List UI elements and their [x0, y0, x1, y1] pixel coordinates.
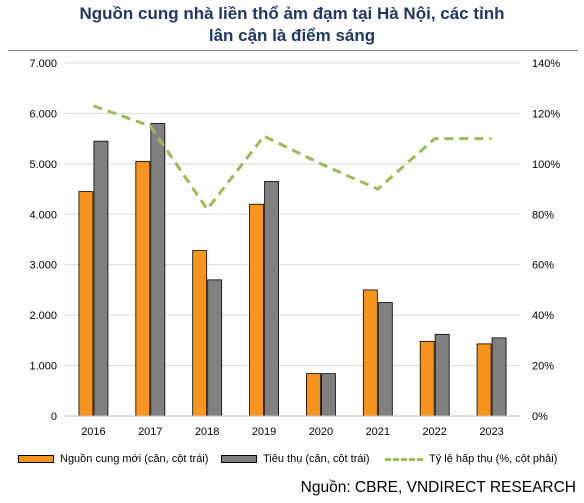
left-axis-tick-label: 1.000	[29, 361, 57, 373]
title-divider	[8, 50, 578, 51]
right-axis-tick-label: 0%	[532, 411, 548, 423]
bar-sales	[264, 181, 279, 417]
x-axis-tick-label: 2017	[138, 426, 162, 438]
bar-sales	[207, 279, 223, 417]
bar-supply	[78, 191, 94, 417]
x-axis-tick-label: 2022	[422, 426, 446, 438]
line-absorption-rate	[92, 104, 492, 212]
legend-swatch-supply	[18, 455, 54, 463]
legend-item-supply: Nguồn cung mới (căn, cột trái)	[18, 453, 208, 465]
x-axis-tick-label: 2016	[81, 426, 105, 438]
right-axis-tick-label: 20%	[532, 361, 554, 373]
bar-supply	[476, 343, 492, 417]
x-axis-tick-label: 2018	[195, 426, 219, 438]
left-axis-tick-label: 4.000	[29, 209, 57, 221]
left-axis-tick-label: 2.000	[29, 310, 57, 322]
legend-item-sales: Tiêu thụ (căn, cột trái)	[221, 453, 370, 465]
right-axis-tick-label: 80%	[532, 209, 554, 221]
bar-supply	[135, 160, 151, 417]
bar-supply	[362, 289, 378, 417]
right-axis-tick-label: 140%	[532, 58, 560, 70]
left-axis-tick-label: 6.000	[29, 108, 57, 120]
bar-supply	[419, 340, 435, 417]
bar-supply	[306, 373, 321, 417]
legend-label-supply: Nguồn cung mới (căn, cột trái)	[60, 453, 209, 465]
legend-swatch-absorption	[385, 457, 423, 461]
legend-item-absorption: Tỷ lệ hấp thụ (%, cột phải)	[385, 453, 557, 465]
legend-label-sales: Tiêu thụ (căn, cột trái)	[263, 453, 370, 465]
legend-label-absorption: Tỷ lệ hấp thụ (%, cột phải)	[429, 453, 558, 465]
bar-sales	[491, 337, 507, 417]
right-axis-tick-label: 60%	[532, 260, 554, 272]
chart-title-line-2: lân cận là điểm sáng	[208, 26, 376, 45]
left-axis-tick-label: 5.000	[29, 159, 57, 171]
right-axis-tick-label: 100%	[532, 159, 560, 171]
legend-swatch-sales	[221, 455, 257, 463]
x-axis-tick-label: 2023	[479, 426, 503, 438]
x-axis-tick-label: 2021	[366, 426, 390, 438]
left-axis-tick-label: 0	[51, 411, 57, 423]
source-note: Nguồn: CBRE, VNDIRECT RESEARCH	[300, 479, 576, 496]
left-axis-tick-label: 7.000	[29, 58, 57, 70]
right-axis-tick-label: 40%	[532, 310, 554, 322]
bar-sales	[321, 373, 336, 417]
chart-title-line-1: Nguồn cung nhà liền thổ ảm đạm tại Hà Nộ…	[79, 4, 505, 23]
bar-supply	[249, 203, 264, 417]
bar-sales	[93, 140, 109, 417]
bar-sales	[150, 123, 166, 417]
bar-sales	[434, 333, 450, 417]
bar-supply	[192, 250, 208, 417]
bar-sales	[377, 302, 393, 417]
right-axis-tick-label: 120%	[532, 108, 560, 120]
x-axis-tick-label: 2019	[252, 426, 276, 438]
chart-legend: Nguồn cung mới (căn, cột trái) Tiêu thụ …	[0, 453, 584, 473]
left-axis-tick-label: 3.000	[29, 260, 57, 272]
x-axis-tick-label: 2020	[309, 426, 333, 438]
